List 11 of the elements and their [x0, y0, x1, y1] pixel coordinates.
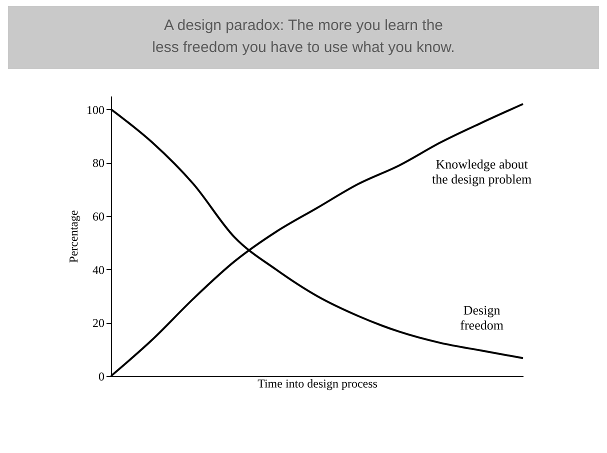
chart-title: A design paradox: The more you learn the less freedom you have to use what you know.: [8, 6, 599, 69]
series-label: Knowledge about the design problem: [432, 156, 532, 187]
y-tick-label: 60: [92, 210, 104, 224]
y-tick-label: 40: [92, 262, 104, 277]
y-tick-label: 0: [98, 370, 104, 384]
series-label: Design freedom: [460, 302, 504, 333]
y-tick-label: 20: [92, 316, 104, 330]
x-axis-title: Time into design process: [258, 376, 378, 390]
y-tick-label: 100: [86, 102, 104, 117]
y-tick-label: 80: [92, 156, 104, 170]
y-axis-title: Percentage: [66, 210, 80, 263]
